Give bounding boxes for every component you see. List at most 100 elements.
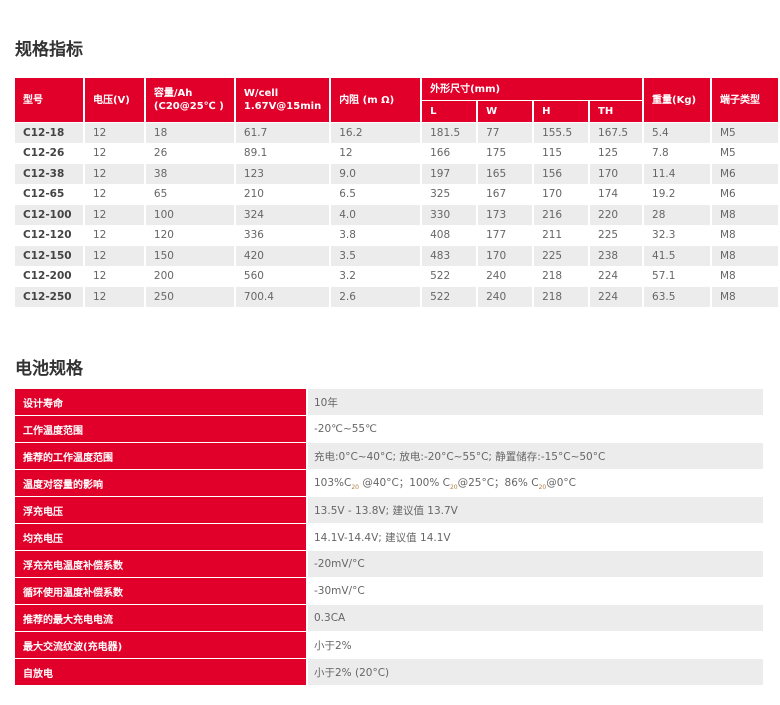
battery-value: -20℃~55℃ <box>308 416 763 443</box>
spec-cell: 177 <box>486 229 507 242</box>
battery-spec-table: 设计寿命 10年 工作温度范围 -20℃~55℃ 推荐的工作温度范围 充电:0°C~40°… <box>15 389 763 686</box>
header-TH: TH <box>590 101 643 122</box>
spec-cell: 200 <box>153 270 174 283</box>
battery-value: 10年 <box>308 389 763 416</box>
spec-cell: 522 <box>430 270 451 283</box>
spec-cell: 174 <box>598 188 619 201</box>
value-part: @40°C；100% C <box>359 476 450 489</box>
spec-cell: C12-38 <box>15 164 83 184</box>
spec-cell: C12-150 <box>15 246 83 266</box>
battery-title: 电池规格 <box>15 359 83 379</box>
spec-cell: C12-26 <box>23 147 65 160</box>
spec-cell: 240 <box>486 270 507 283</box>
header-voltage: 电压(V) <box>84 78 144 122</box>
spec-cell: 123 <box>235 164 330 184</box>
header-W: W <box>478 101 533 122</box>
battery-key: 循环使用温度补偿系数 <box>15 578 308 605</box>
spec-cell: M8 <box>711 205 778 225</box>
spec-cell: 12 <box>84 246 144 266</box>
spec-cell: 12 <box>92 147 107 160</box>
battery-value: 13.5V - 13.8V; 建议值 13.7V <box>308 497 763 524</box>
battery-key: 温度对容量的影响 <box>15 470 308 497</box>
spec-cell: 3.5 <box>331 246 421 266</box>
header-H: H <box>534 101 589 122</box>
battery-row: 设计寿命 10年 <box>15 389 763 416</box>
spec-cell: M5 <box>719 147 736 160</box>
spec-cell: M6 <box>719 188 736 201</box>
battery-key: 均充电压 <box>15 524 308 551</box>
spec-cell: 3.2 <box>339 270 356 283</box>
spec-cell: C12-120 <box>23 229 72 242</box>
spec-cell: 125 <box>598 147 619 160</box>
spec-row: C12-200 12 200 560 3.2 522 240 218 224 57.1 M8 <box>15 267 778 287</box>
spec-cell: 18 <box>145 123 234 143</box>
spec-cell: 32.3 <box>652 229 676 242</box>
battery-value: 小于2% (20°C) <box>308 659 763 686</box>
spec-cell: 325 <box>430 188 451 201</box>
spec-cell: 12 <box>92 229 107 242</box>
spec-cell: 61.7 <box>235 123 330 143</box>
spec-cell: 225 <box>598 229 619 242</box>
spec-cell: 19.2 <box>652 188 676 201</box>
battery-row: 推荐的工作温度范围 充电:0°C~40°C; 放电:-20°C~55°C; 静置储… <box>15 443 763 470</box>
spec-cell: C12-18 <box>15 123 83 143</box>
spec-cell: 483 <box>422 246 477 266</box>
spec-row: C12-250 12 250 700.4 2.6 522 240 218 224 63.5 M8 <box>15 287 778 307</box>
battery-value: 充电:0°C~40°C; 放电:-20°C~55°C; 静置储存:-15°C~5… <box>308 443 763 470</box>
spec-cell: 63.5 <box>644 287 710 307</box>
spec-cell: 120 <box>153 229 174 242</box>
battery-key: 自放电 <box>15 659 308 686</box>
spec-cell: 155.5 <box>534 123 589 143</box>
header-wcell: W/cell 1.67V@15min <box>235 78 330 122</box>
spec-cell: 522 <box>422 287 477 307</box>
spec-cell: 115 <box>542 147 563 160</box>
spec-cell: 38 <box>145 164 234 184</box>
spec-cell: 240 <box>478 287 533 307</box>
value-part: 103%C <box>314 476 352 489</box>
spec-cell: 57.1 <box>652 270 676 283</box>
battery-row: 循环使用温度补偿系数 -30mV/°C <box>15 578 763 605</box>
battery-row: 最大交流纹波(充电器) 小于2% <box>15 632 763 659</box>
battery-value: 103%C20 @40°C；100% C20@25°C；86% C20@0°C <box>308 470 763 497</box>
spec-cell: 165 <box>478 164 533 184</box>
spec-cell: 100 <box>145 205 234 225</box>
spec-cell: 700.4 <box>235 287 330 307</box>
spec-row: C12-38 12 38 123 9.0 197 165 156 170 11.4 M6 <box>15 164 778 184</box>
header-weight: 重量(Kg) <box>644 78 710 122</box>
spec-cell: 197 <box>422 164 477 184</box>
spec-cell: 9.0 <box>331 164 421 184</box>
spec-cell: 336 <box>243 229 264 242</box>
spec-cell: 175 <box>486 147 507 160</box>
spec-cell: 3.8 <box>339 229 356 242</box>
battery-value: 0.3CA <box>308 605 763 632</box>
spec-cell: 6.5 <box>339 188 356 201</box>
spec-cell: 225 <box>534 246 589 266</box>
battery-key: 推荐的最大充电电流 <box>15 605 308 632</box>
spec-row: C12-65 12 65 210 6.5 325 167 170 174 19.2 M6 <box>15 185 778 205</box>
spec-cell: 28 <box>644 205 710 225</box>
spec-cell: 26 <box>153 147 168 160</box>
spec-cell: 420 <box>235 246 330 266</box>
battery-row: 推荐的最大充电电流 0.3CA <box>15 605 763 632</box>
spec-cell: 16.2 <box>331 123 421 143</box>
spec-cell: 238 <box>590 246 643 266</box>
spec-cell: 41.5 <box>644 246 710 266</box>
subscript: 20 <box>538 484 547 492</box>
spec-cell: 11.4 <box>644 164 710 184</box>
spec-cell: 156 <box>534 164 589 184</box>
battery-row: 均充电压 14.1V-14.4V; 建议值 14.1V <box>15 524 763 551</box>
spec-cell: 210 <box>243 188 264 201</box>
battery-row: 自放电 小于2% (20°C) <box>15 659 763 686</box>
spec-cell: 560 <box>243 270 264 283</box>
battery-row: 浮充电压 13.5V - 13.8V; 建议值 13.7V <box>15 497 763 524</box>
spec-cell: 324 <box>235 205 330 225</box>
spec-cell: 224 <box>590 287 643 307</box>
spec-cell: 77 <box>478 123 533 143</box>
spec-cell: C12-65 <box>23 188 65 201</box>
battery-row: 工作温度范围 -20℃~55℃ <box>15 416 763 443</box>
spec-cell: 167 <box>486 188 507 201</box>
spec-cell: 167.5 <box>590 123 643 143</box>
spec-row: C12-120 12 120 336 3.8 408 177 211 225 32.3 M8 <box>15 226 778 246</box>
header-L: L <box>422 101 477 122</box>
spec-cell: 170 <box>478 246 533 266</box>
